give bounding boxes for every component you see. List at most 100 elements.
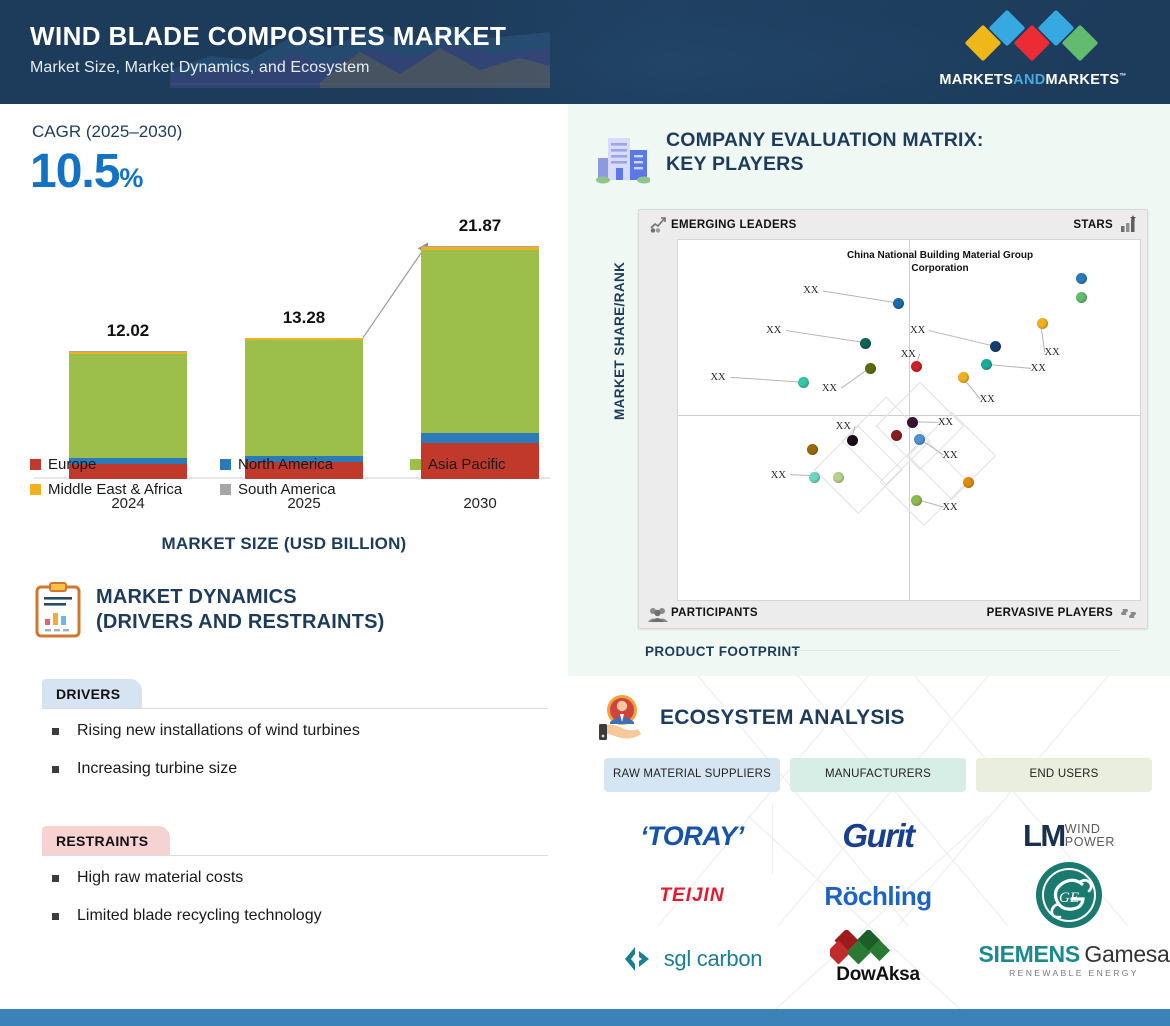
logo-siemens-gamesa: SIEMENS Gamesa RENEWABLE ENERGY [976, 930, 1170, 988]
matrix-leader-line [785, 330, 866, 344]
matrix-point[interactable] [962, 477, 974, 489]
matrix-point[interactable] [865, 363, 877, 374]
legend-item-south-america: South America [220, 481, 336, 498]
market-dynamics-title-line1: MARKET DYNAMICS [96, 586, 297, 608]
eco-divider-1 [772, 804, 773, 874]
bar-segment-north-america [245, 455, 363, 462]
logo-teijin: TEIJIN [604, 866, 780, 926]
lm-subtext: WIND POWER [1065, 823, 1115, 849]
x-axis-tick-2025: 2025 [287, 495, 321, 512]
matrix-point[interactable] [990, 341, 1002, 353]
matrix-point-label: XX [942, 502, 958, 514]
matrix-point[interactable] [1036, 317, 1048, 329]
brand-logo[interactable]: MARKETSANDMARKETS™ [938, 9, 1128, 88]
ge-letters: GE [1059, 890, 1079, 906]
matrix-point[interactable] [913, 433, 925, 445]
eco-column-header-raw-material-suppliers: RAW MATERIAL SUPPLIERS [604, 758, 780, 792]
logo-general-electric: GE [976, 856, 1162, 934]
header-text-block: WIND BLADE COMPOSITES MARKET Market Size… [30, 22, 506, 77]
matrix-point[interactable] [1076, 292, 1088, 304]
matrix-point[interactable] [890, 429, 902, 441]
matrix-diamond-watermarks [813, 381, 997, 527]
driver-item: Rising new installations of wind turbine… [52, 722, 360, 740]
legend-swatch-asia-pacific [410, 459, 421, 470]
participants-icon [648, 608, 668, 622]
legend-label-asia-pacific: Asia Pacific [428, 456, 506, 473]
buildings-icon [596, 128, 651, 184]
restraint-item: High raw material costs [52, 869, 322, 887]
matrix-header: COMPANY EVALUATION MATRIX: KEY PLAYERS [596, 128, 984, 184]
bar-segment-south-america [69, 351, 187, 352]
ecosystem-title: ECOSYSTEM ANALYSIS [660, 706, 905, 729]
person-in-hand-icon [596, 692, 648, 744]
toray-wordmark: ‘TORAY’ [640, 820, 744, 851]
matrix-point[interactable] [807, 444, 819, 456]
matrix-point[interactable] [981, 359, 993, 371]
matrix-point-label: XX [710, 372, 726, 384]
rochling-wordmark: Röchling [824, 880, 932, 911]
matrix-point[interactable] [911, 495, 923, 507]
drivers-list: Rising new installations of wind turbine… [52, 722, 360, 798]
matrix-point[interactable] [892, 297, 904, 309]
matrix-point[interactable] [846, 435, 858, 447]
matrix-leader-line [985, 363, 1032, 369]
matrix-point[interactable] [1076, 272, 1088, 284]
cagr-label: CAGR (2025–2030) [32, 122, 183, 141]
legend-row-1: Europe North America Asia Pacific [30, 456, 550, 473]
logo-text-markets1: MARKETS [939, 72, 1014, 88]
market-dynamics-header: MARKET DYNAMICS (DRIVERS AND RESTRAINTS) [34, 582, 385, 638]
ge-monogram-icon: GE [1036, 862, 1102, 928]
cagr-percent-sign: % [119, 163, 143, 193]
highlighted-company-label: China National Building Material Group C… [846, 250, 1034, 274]
legend-item-europe: Europe [30, 456, 220, 473]
matrix-point[interactable] [809, 471, 821, 483]
legend-row-2: Middle East & Africa South America [30, 481, 550, 498]
lm-wordmark: LM [1023, 818, 1066, 853]
matrix-point[interactable] [797, 377, 809, 389]
page-title: WIND BLADE COMPOSITES MARKET [30, 21, 507, 51]
siemens-gamesa-line: SIEMENS Gamesa [978, 941, 1169, 968]
legend-label-europe: Europe [48, 456, 97, 473]
bar-segment-asia-pacific [245, 340, 363, 456]
logo-trademark: ™ [1119, 73, 1127, 81]
ecosystem-header: ECOSYSTEM ANALYSIS [596, 692, 905, 744]
restraint-item: Limited blade recycling technology [52, 907, 322, 925]
matrix-point[interactable] [832, 471, 844, 483]
legend-item-mea: Middle East & Africa [30, 481, 220, 498]
bar-segment-north-america [69, 458, 187, 464]
logo-rochling: Röchling [790, 866, 966, 926]
legend-label-south-america: South America [238, 481, 336, 498]
legend-item-asia-pacific: Asia Pacific [410, 456, 506, 473]
siemens-wordmark: SIEMENS [978, 940, 1080, 967]
matrix-point[interactable] [860, 337, 872, 349]
bar-2025 [245, 337, 363, 479]
logo-dowaksa: DowAksa [790, 922, 966, 994]
bar-value-label-2024: 12.02 [106, 321, 150, 341]
chart-axis-title: MARKET SIZE (USD BILLION) [161, 534, 407, 553]
matrix-point-label: XX [770, 469, 786, 481]
toray-text: TORAY [647, 820, 737, 851]
logo-diamonds [938, 9, 1128, 62]
ecosystem-logo-grid: ‘TORAY’ Gurit LM WIND POWER TEIJIN Röchl… [604, 804, 1170, 1004]
lm-subtext-line1: WIND [1064, 822, 1101, 837]
matrix-point-label: XX [942, 449, 958, 461]
drivers-divider [42, 708, 548, 709]
matrix-point[interactable] [957, 372, 969, 384]
gamesa-wordmark: Gamesa [1084, 940, 1170, 967]
logo-sgl-carbon: sgl carbon [604, 930, 780, 988]
bar-2024 [69, 351, 187, 479]
page-header: WIND BLADE COMPOSITES MARKET Market Size… [0, 0, 1170, 104]
legend-label-north-america: North America [238, 456, 334, 473]
matrix-point-label: XX [835, 421, 851, 432]
x-axis-tick-2024: 2024 [111, 495, 145, 512]
quadrant-label-stars: STARS [1073, 219, 1113, 231]
pervasive-players-icon [1120, 609, 1137, 618]
matrix-point-label: XX [1030, 363, 1046, 375]
ecosystem-panel: ECOSYSTEM ANALYSIS RAW MATERIAL SUPPLIER… [568, 676, 1170, 1009]
matrix-point[interactable] [911, 361, 923, 373]
logo-gurit: Gurit [790, 804, 966, 868]
legend-label-mea: Middle East & Africa [48, 481, 183, 498]
logo-wordmark: MARKETSANDMARKETS™ [938, 72, 1128, 88]
matrix-point[interactable] [906, 417, 918, 429]
